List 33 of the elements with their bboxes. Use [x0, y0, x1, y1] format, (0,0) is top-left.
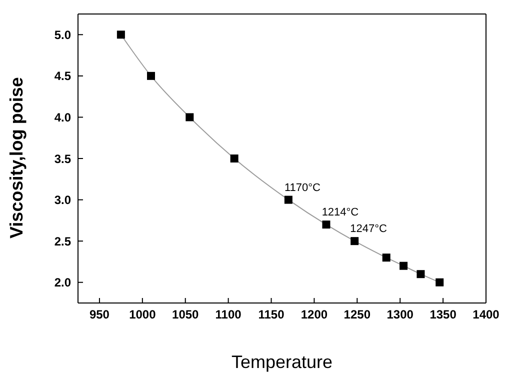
x-tick-label: 1050 [172, 308, 200, 322]
x-tick-label: 1350 [430, 308, 457, 322]
x-tick-label: 1250 [344, 308, 371, 322]
y-axis-title: Viscosity,log poise [6, 77, 26, 238]
y-tick-label: 3.0 [54, 193, 72, 208]
y-tick-label: 5.0 [54, 28, 72, 42]
x-tick-label: 1400 [472, 308, 500, 322]
annotation: 1214°C [322, 206, 359, 219]
point [186, 113, 194, 122]
x-axis-title: Temperature [231, 352, 333, 372]
x-tick-label: 1300 [386, 308, 414, 322]
point [284, 196, 292, 204]
y-tick-label: 2.5 [54, 234, 72, 248]
y-tick-label: 3.5 [54, 152, 72, 166]
x-tick-label: 1200 [300, 308, 328, 322]
y-tick-label: 4.0 [54, 110, 72, 124]
point [350, 237, 359, 246]
y-tick-label: 4.5 [54, 69, 72, 84]
x-tick-label: 1150 [258, 308, 285, 322]
point [382, 254, 390, 262]
x-tick-label: 950 [89, 308, 110, 322]
point [400, 262, 408, 270]
y-tick-label: 2.0 [54, 276, 72, 290]
annotation: 1247°C [350, 223, 388, 236]
point [322, 220, 330, 229]
x-tick-label: 1100 [215, 308, 242, 322]
annotation: 1170°C [284, 182, 320, 194]
point [116, 30, 125, 39]
point [147, 72, 156, 80]
x-tick-label: 1000 [129, 308, 156, 322]
point [230, 154, 238, 162]
point [416, 270, 425, 278]
point [436, 278, 444, 286]
